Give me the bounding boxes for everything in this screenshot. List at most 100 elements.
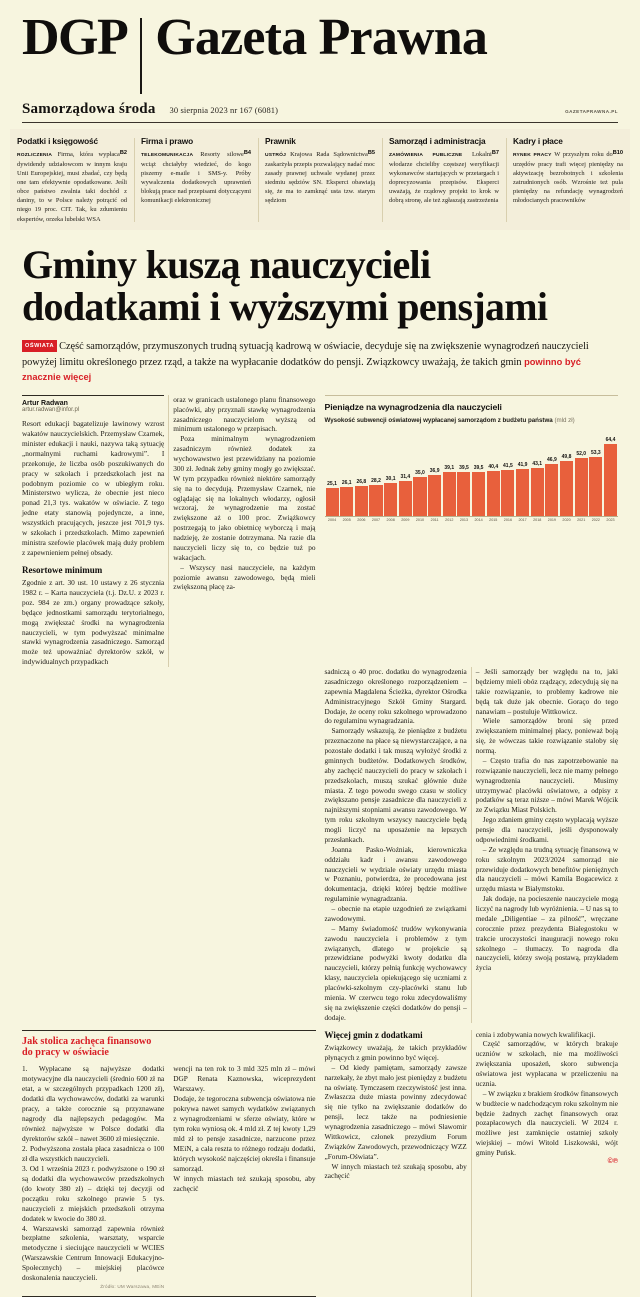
highlight-box-columns: 1. Wypłacane są najwyższe dodatki motywa…: [22, 1064, 316, 1291]
edition-row: Samorządowa środa 30 sierpnia 2023 nr 16…: [0, 94, 640, 122]
chart-bar: [442, 472, 456, 517]
byline-email[interactable]: artur.radwan@infor.pl: [22, 407, 80, 414]
paragraph: sadniczą o 40 proc. dodatku do wynagrodz…: [324, 667, 467, 726]
teaser-body: ZAMÓWIENIA PUBLICZNE B7 Lokalni włodarze …: [389, 150, 499, 205]
chart-bar-value: 36,9: [429, 467, 440, 474]
chart-bar: [530, 468, 544, 517]
chart-x-tick-label: 2015: [489, 518, 498, 523]
teaser-body: ROZLICZENIA B2 Firma, która wypłaca dywid…: [17, 150, 127, 224]
paragraph: Zgodnie z art. 30 ust. 10 ustawy z 26 st…: [22, 578, 165, 667]
chart-bar-value: 25,1: [327, 481, 337, 488]
highlight-title-line-2: do pracy w oświacie: [22, 1047, 109, 1059]
column-3: sadniczą o 40 proc. dodatku do wynagrodz…: [325, 667, 467, 1023]
chart-bar-value: 64,4: [605, 437, 616, 444]
chart-bar-group: 46,9: [545, 429, 559, 517]
teaser-kicker: RYNEK PRACY: [513, 153, 552, 158]
paragraph: Wiele samorządów broni się przed zwiększ…: [475, 716, 618, 755]
chart-x-tick-label: 2022: [591, 518, 600, 523]
status-badge-oswiata: OŚWIATA: [22, 340, 58, 353]
chart-bar: [545, 463, 559, 517]
chart-subtitle-text: Wysokość subwencji oświatowej wypłacanej…: [324, 416, 553, 424]
highlight-box-body-left: 1. Wypłacane są najwyższe dodatki motywa…: [22, 1064, 164, 1291]
teaser-title: Prawnik: [265, 136, 296, 146]
chart-bar-group: 35,0: [413, 429, 427, 517]
chart-bar-value: 39,5: [473, 465, 484, 472]
teaser-podatki[interactable]: Podatki i księgowość ROZLICZENIA B2 Firma…: [10, 136, 134, 224]
highlight-box-title: Jak stolica zachęca finansowo do pracy w…: [22, 1036, 316, 1059]
chart-bar: [369, 484, 383, 517]
chart-bar: [384, 482, 398, 517]
teaser-text: Lokalni włodarze chcieliby częstszej wer…: [389, 151, 499, 205]
chart-x-axis: 2004 2005 2006 2007 2008 2009 2010 2011 2012 2013…: [325, 517, 619, 522]
chart-x-tick-label: 2009: [401, 518, 410, 523]
teaser-page-ref[interactable]: B4: [243, 150, 251, 156]
teaser-body: TELEKOMUNIKACJA B4 Resorty silowe wciąż c…: [141, 150, 251, 205]
logo-gazeta-prawna[interactable]: Gazeta Prawna: [155, 9, 488, 66]
chart-bar-group: 39,5: [457, 429, 471, 517]
masthead-rule: [22, 122, 618, 123]
teaser-page-ref[interactable]: B2: [119, 150, 127, 156]
list-item: 2. Podwyższona została płaca zasadnicza …: [22, 1143, 165, 1163]
chart-bar-value: 53,3: [590, 449, 601, 456]
teaser-page-ref[interactable]: B7: [491, 150, 499, 156]
paragraph: Część samorządów, w których brakuje uczn…: [475, 1039, 618, 1088]
chart-bar-value: 35,0: [415, 470, 425, 477]
site-watermark: GAZETAPRAWNA.PL: [565, 109, 618, 114]
end-mark: ©℗: [607, 1157, 618, 1165]
teaser-text: Resorty silowe wciąż chciałyby wiedzieć,…: [141, 151, 251, 205]
chart-bar-value: 28,2: [371, 477, 381, 484]
paragraph: Jego zdaniem gminy często wyplacają wyżs…: [475, 815, 618, 844]
column-3-lower-text: Związkowcy uważają, że takich przykładów…: [325, 1043, 467, 1181]
chart-bar: [603, 444, 618, 517]
chart-bar-group: 28,2: [369, 429, 383, 517]
edition-label: Samorządowa środa: [22, 101, 156, 117]
chart-bar-group: 36,9: [428, 429, 442, 517]
paragraph: – obecnie na etapie uzgodnień ze związka…: [324, 904, 467, 923]
teaser-kadry[interactable]: Kadry i płace RYNEK PRACY B10 W przyszłym…: [506, 136, 630, 224]
column-1: Artur Radwan artur.radwan@infor.pl Resor…: [22, 394, 165, 667]
teaser-prawnik[interactable]: Prawnik USTRÓJ B5 Krajowa Rada Sądownictw…: [258, 136, 382, 224]
paragraph: Poza minimalnym wynagrodzeniem zasadnicz…: [173, 434, 316, 562]
chart-bar-group: 40,4: [486, 429, 500, 517]
column-4-text: – Jeśli samorządy ber względu na to, jak…: [476, 667, 618, 973]
chart-bar-value: 26,8: [356, 479, 367, 486]
chart-bar-value: 41,9: [517, 462, 528, 469]
column-2-text: oraz w granicach ustalonego planu finans…: [173, 395, 315, 593]
chart-bar: [472, 472, 486, 517]
chart-title: Pieniądze na wynagrodzenia dla nauczycie…: [324, 401, 502, 412]
list-item: 3. Od 1 września 2023 r. podwyższone o 1…: [22, 1163, 165, 1223]
logo-dgp[interactable]: DGP: [22, 9, 129, 66]
chart-plot-area: 25,1 26,1 26,8 28,2 30,1 31,4 35,0 36,9 39,1 39,5…: [324, 429, 618, 518]
chart-bar-group: 49,8: [560, 429, 574, 517]
chart-bar-value: 26,1: [341, 480, 352, 487]
teaser-page-ref[interactable]: B10: [612, 150, 623, 156]
chart-bar: [413, 477, 427, 517]
chart-bar: [457, 472, 471, 517]
chart-x-tick-label: 2023: [606, 518, 615, 523]
paragraph: Jak dodaje, na pocieszenie nauczyciele m…: [475, 894, 618, 973]
chart-x-tick-label: 2020: [562, 518, 571, 523]
chart-x-tick-label: 2017: [518, 518, 527, 523]
chart-bar: [354, 486, 368, 517]
teaser-title: Kadry i płace: [513, 136, 563, 146]
teaser-samorzad[interactable]: Samorząd i administracja ZAMÓWIENIA PUBL…: [382, 136, 506, 224]
teaser-page-ref[interactable]: B5: [367, 150, 375, 156]
chart-bar: [428, 474, 442, 517]
teaser-text: Krajowa Rada Sądownictwa zaskarżyła prze…: [265, 151, 375, 205]
teaser-title: Samorząd i administracja: [389, 136, 486, 146]
chart-bar: [486, 471, 500, 517]
column-1-text-2: Zgodnie z art. 30 ust. 10 ustawy z 26 st…: [22, 578, 164, 667]
chart-bar: [589, 456, 603, 517]
paragraph: – Od kiedy pamiętam, samorządy zawsze na…: [324, 1062, 467, 1161]
chart-x-tick-label: 2012: [445, 518, 454, 523]
chart-bar: [574, 458, 588, 517]
teaser-text: W przyszłym roku do urzędów pracy trafi …: [513, 151, 623, 205]
chart-bar-value: 39,5: [459, 465, 469, 472]
logo-divider: [140, 18, 143, 94]
byline-rule: [22, 394, 165, 397]
teaser-kicker: ROZLICZENIA: [17, 153, 53, 158]
teaser-firma[interactable]: Firma i prawo TELEKOMUNIKACJA B4 Resorty …: [134, 136, 258, 224]
column-1-text: Resort edukacji bagatelizuje lawinowy wz…: [22, 419, 164, 557]
paragraph: cenia i zdobywania nowych kwalifikacji.: [475, 1029, 596, 1039]
chart-x-tick-label: 2021: [577, 518, 586, 523]
